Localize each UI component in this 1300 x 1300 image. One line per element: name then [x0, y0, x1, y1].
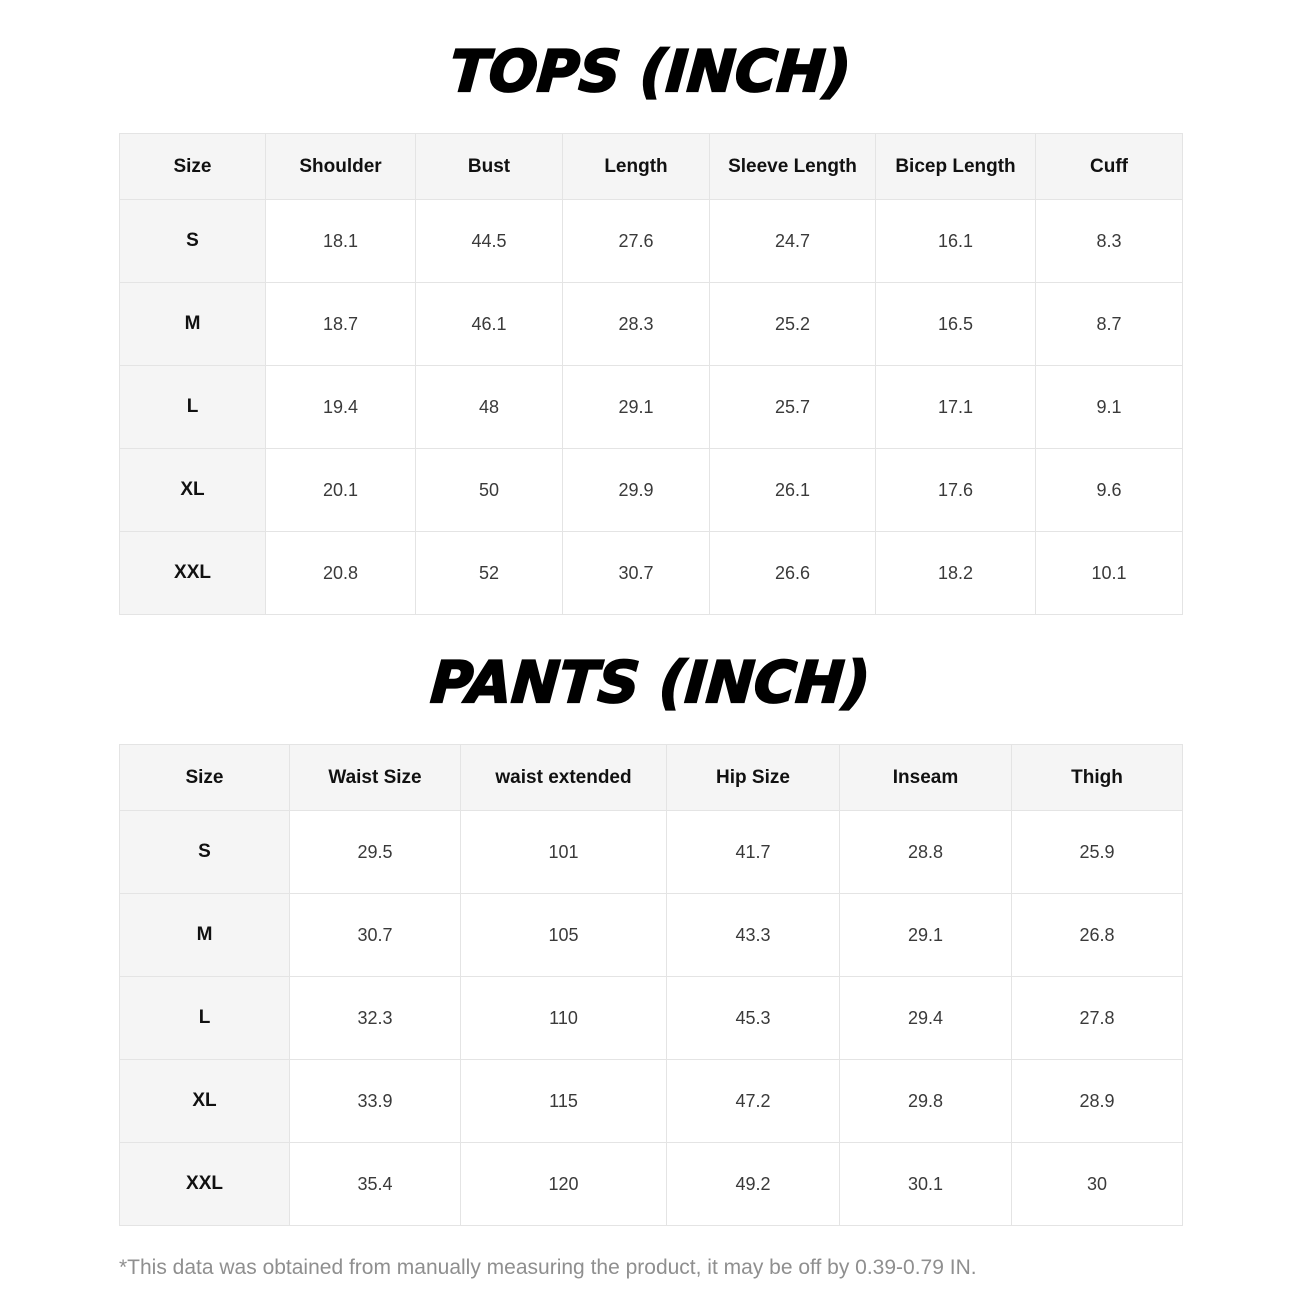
table-cell: 17.1: [875, 365, 1036, 449]
table-cell: 33.9: [289, 1059, 461, 1143]
table-cell: 41.7: [666, 810, 840, 894]
pants-row-xxl: XXL 35.4 120 49.2 30.1 30: [119, 1142, 1183, 1226]
table-cell: 27.8: [1011, 976, 1183, 1060]
table-cell: 29.5: [289, 810, 461, 894]
table-cell: 18.1: [265, 199, 416, 283]
table-cell: 20.8: [265, 531, 416, 615]
table-cell: 30.7: [289, 893, 461, 977]
table-cell: 105: [460, 893, 667, 977]
size-label-cell: S: [119, 810, 290, 894]
pants-column-header-thigh: Thigh: [1011, 744, 1183, 811]
tops-size-table: Size Shoulder Bust Length Sleeve Length …: [119, 133, 1183, 615]
pants-row-l: L 32.3 110 45.3 29.4 27.8: [119, 976, 1183, 1060]
table-cell: 120: [460, 1142, 667, 1226]
table-cell: 52: [415, 531, 563, 615]
table-cell: 101: [460, 810, 667, 894]
table-cell: 26.8: [1011, 893, 1183, 977]
table-cell: 115: [460, 1059, 667, 1143]
table-cell: 25.9: [1011, 810, 1183, 894]
table-cell: 110: [460, 976, 667, 1060]
table-cell: 30: [1011, 1142, 1183, 1226]
table-cell: 10.1: [1035, 531, 1183, 615]
tops-table-title: TOPS (INCH): [447, 38, 854, 106]
pants-column-header-hip-size: Hip Size: [666, 744, 840, 811]
measurement-disclaimer: *This data was obtained from manually me…: [119, 1256, 977, 1279]
table-cell: 43.3: [666, 893, 840, 977]
table-cell: 35.4: [289, 1142, 461, 1226]
tops-column-header-bust: Bust: [415, 133, 563, 200]
tops-column-header-cuff: Cuff: [1035, 133, 1183, 200]
size-label-cell: S: [119, 199, 266, 283]
tops-row-xl: XL 20.1 50 29.9 26.1 17.6 9.6: [119, 448, 1183, 532]
table-cell: 24.7: [709, 199, 876, 283]
pants-column-header-waist-size: Waist Size: [289, 744, 461, 811]
pants-header-row: Size Waist Size waist extended Hip Size …: [119, 744, 1183, 811]
table-cell: 50: [415, 448, 563, 532]
size-label-cell: M: [119, 893, 290, 977]
tops-column-header-length: Length: [562, 133, 710, 200]
table-cell: 32.3: [289, 976, 461, 1060]
table-cell: 26.6: [709, 531, 876, 615]
size-label-cell: XXL: [119, 1142, 290, 1226]
table-cell: 16.5: [875, 282, 1036, 366]
table-cell: 18.7: [265, 282, 416, 366]
pants-column-header-waist-extended: waist extended: [460, 744, 667, 811]
table-cell: 30.7: [562, 531, 710, 615]
table-cell: 29.8: [839, 1059, 1012, 1143]
table-cell: 29.1: [562, 365, 710, 449]
size-label-cell: L: [119, 365, 266, 449]
pants-table-title: PANTS (INCH): [428, 649, 874, 717]
size-label-cell: XXL: [119, 531, 266, 615]
tops-column-header-size: Size: [119, 133, 266, 200]
table-cell: 9.1: [1035, 365, 1183, 449]
table-cell: 26.1: [709, 448, 876, 532]
pants-column-header-size: Size: [119, 744, 290, 811]
table-cell: 29.4: [839, 976, 1012, 1060]
table-cell: 48: [415, 365, 563, 449]
table-cell: 45.3: [666, 976, 840, 1060]
tops-column-header-shoulder: Shoulder: [265, 133, 416, 200]
tops-row-s: S 18.1 44.5 27.6 24.7 16.1 8.3: [119, 199, 1183, 283]
table-cell: 8.7: [1035, 282, 1183, 366]
tops-row-m: M 18.7 46.1 28.3 25.2 16.5 8.7: [119, 282, 1183, 366]
table-cell: 17.6: [875, 448, 1036, 532]
table-cell: 8.3: [1035, 199, 1183, 283]
table-cell: 47.2: [666, 1059, 840, 1143]
table-cell: 28.3: [562, 282, 710, 366]
table-cell: 28.8: [839, 810, 1012, 894]
table-cell: 19.4: [265, 365, 416, 449]
table-cell: 44.5: [415, 199, 563, 283]
table-cell: 9.6: [1035, 448, 1183, 532]
table-cell: 46.1: [415, 282, 563, 366]
pants-column-header-inseam: Inseam: [839, 744, 1012, 811]
pants-row-m: M 30.7 105 43.3 29.1 26.8: [119, 893, 1183, 977]
size-label-cell: XL: [119, 1059, 290, 1143]
table-cell: 18.2: [875, 531, 1036, 615]
table-cell: 30.1: [839, 1142, 1012, 1226]
pants-row-s: S 29.5 101 41.7 28.8 25.9: [119, 810, 1183, 894]
size-label-cell: XL: [119, 448, 266, 532]
table-cell: 16.1: [875, 199, 1036, 283]
tops-column-header-bicep-length: Bicep Length: [875, 133, 1036, 200]
table-cell: 20.1: [265, 448, 416, 532]
tops-row-l: L 19.4 48 29.1 25.7 17.1 9.1: [119, 365, 1183, 449]
pants-row-xl: XL 33.9 115 47.2 29.8 28.9: [119, 1059, 1183, 1143]
table-cell: 29.1: [839, 893, 1012, 977]
table-cell: 25.7: [709, 365, 876, 449]
size-label-cell: L: [119, 976, 290, 1060]
pants-size-table: Size Waist Size waist extended Hip Size …: [119, 744, 1183, 1226]
table-cell: 27.6: [562, 199, 710, 283]
table-cell: 29.9: [562, 448, 710, 532]
tops-row-xxl: XXL 20.8 52 30.7 26.6 18.2 10.1: [119, 531, 1183, 615]
tops-header-row: Size Shoulder Bust Length Sleeve Length …: [119, 133, 1183, 200]
table-cell: 25.2: [709, 282, 876, 366]
size-label-cell: M: [119, 282, 266, 366]
tops-column-header-sleeve-length: Sleeve Length: [709, 133, 876, 200]
table-cell: 28.9: [1011, 1059, 1183, 1143]
table-cell: 49.2: [666, 1142, 840, 1226]
